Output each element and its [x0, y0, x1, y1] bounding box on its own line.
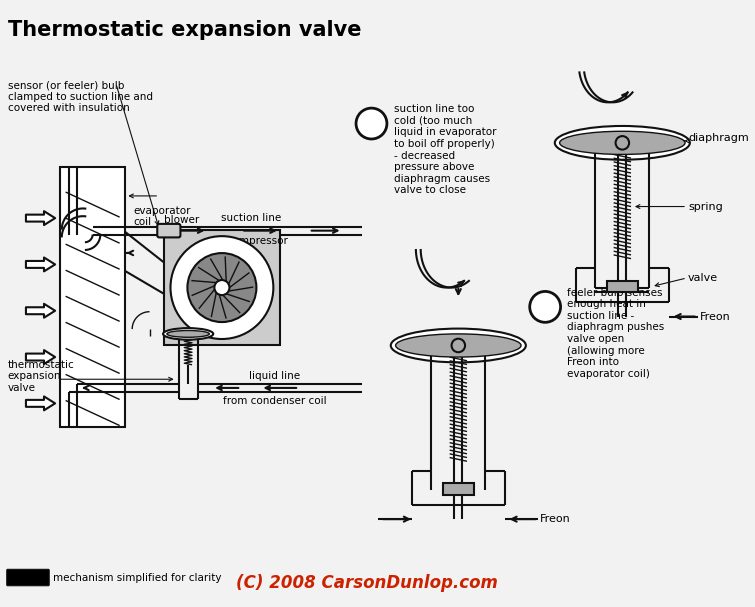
FancyArrowPatch shape [26, 257, 55, 271]
Text: feeler bulb senses
enough heat in
suction line -
diaphragm pushes
valve open
(al: feeler bulb senses enough heat in suctio… [567, 288, 664, 379]
FancyArrowPatch shape [26, 350, 55, 364]
Ellipse shape [396, 334, 521, 357]
Text: liquid line: liquid line [249, 371, 300, 381]
Circle shape [356, 108, 387, 139]
Bar [164, 229, 280, 345]
Circle shape [171, 236, 273, 339]
Text: suction line too
cold (too much
liquid in evaporator
to boil off properly)
- dec: suction line too cold (too much liquid i… [393, 104, 496, 195]
FancyArrowPatch shape [26, 304, 55, 317]
Text: Freon: Freon [541, 514, 571, 524]
Text: suction line: suction line [220, 213, 281, 223]
Text: B: B [538, 298, 552, 316]
Text: spring: spring [688, 202, 723, 211]
Text: note:: note: [11, 573, 42, 583]
Text: Freon: Freon [700, 311, 730, 322]
Text: Thermostatic expansion valve: Thermostatic expansion valve [8, 20, 361, 40]
Ellipse shape [615, 136, 629, 149]
Text: evaporator
coil: evaporator coil [133, 206, 191, 227]
Ellipse shape [391, 328, 525, 362]
Circle shape [530, 291, 561, 322]
Text: to compressor: to compressor [214, 237, 288, 246]
Bar [607, 281, 638, 293]
Text: from condenser coil: from condenser coil [223, 396, 327, 405]
Text: A: A [365, 115, 378, 132]
Text: thermostatic
expansion
valve: thermostatic expansion valve [8, 360, 75, 393]
Ellipse shape [163, 328, 213, 340]
Bar [60, 167, 125, 427]
Ellipse shape [555, 126, 690, 160]
Ellipse shape [451, 339, 465, 352]
Text: (C) 2008 CarsonDunlop.com: (C) 2008 CarsonDunlop.com [236, 574, 498, 591]
FancyArrowPatch shape [26, 211, 55, 225]
Ellipse shape [167, 331, 209, 337]
Circle shape [187, 253, 257, 322]
Text: diaphragm: diaphragm [688, 133, 749, 143]
FancyBboxPatch shape [157, 224, 180, 237]
Text: sensor (or feeler) bulb
clamped to suction line and
covered with insulation: sensor (or feeler) bulb clamped to sucti… [8, 80, 153, 114]
Text: valve: valve [688, 273, 718, 283]
FancyBboxPatch shape [7, 569, 49, 586]
Bar [443, 483, 473, 495]
Ellipse shape [559, 131, 685, 154]
Text: mechanism simplified for clarity: mechanism simplified for clarity [53, 573, 221, 583]
Circle shape [214, 280, 230, 295]
Text: blower: blower [164, 215, 199, 225]
FancyArrowPatch shape [26, 396, 55, 410]
